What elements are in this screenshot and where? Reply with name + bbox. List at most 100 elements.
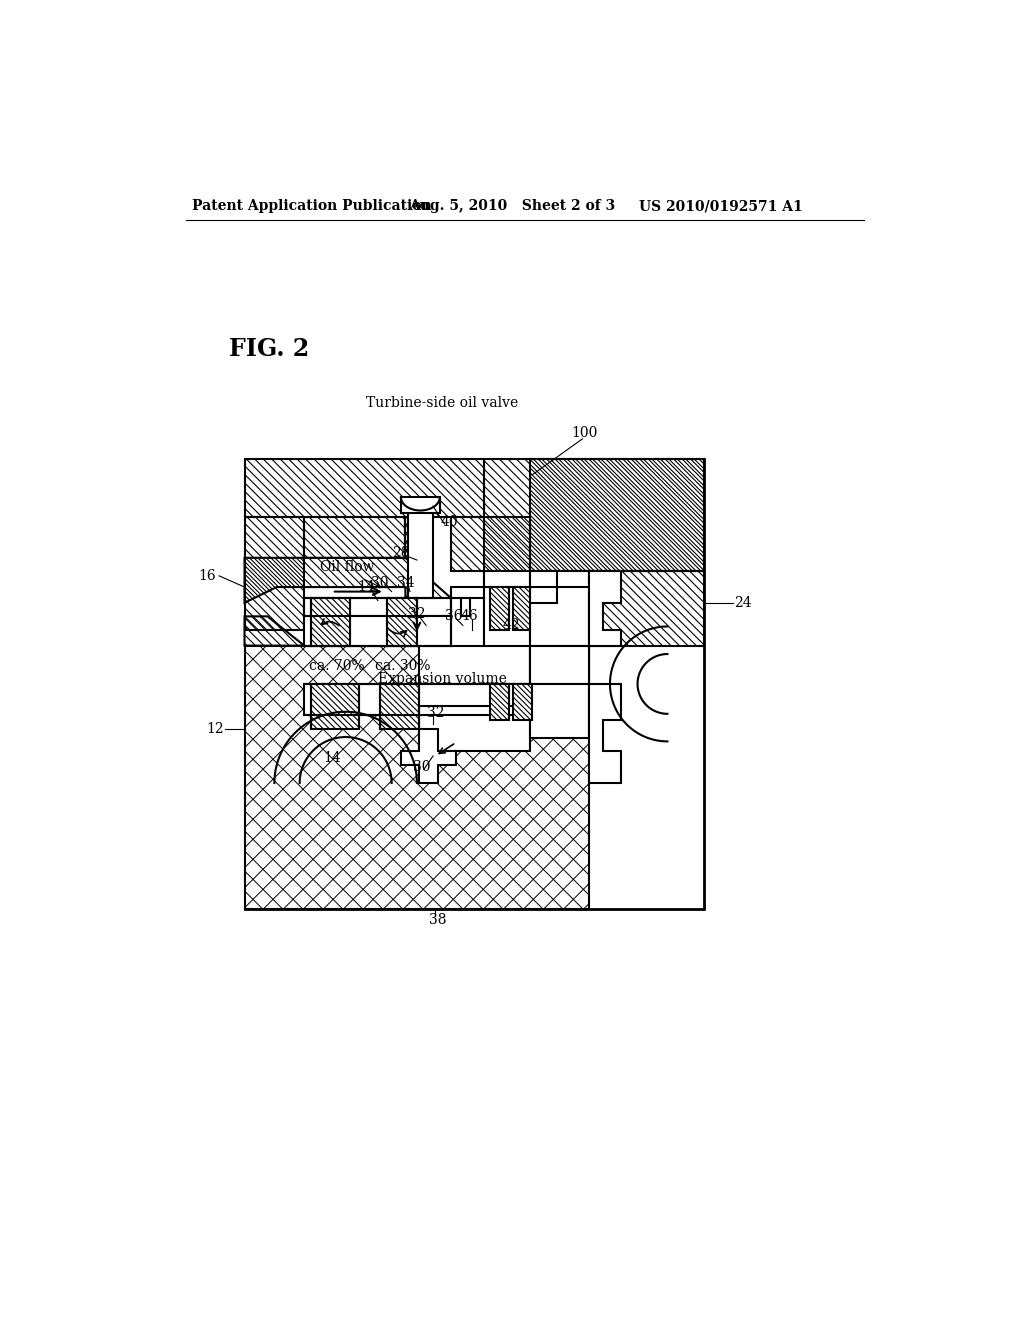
Text: ca. 70%: ca. 70% — [308, 659, 365, 673]
Polygon shape — [245, 517, 304, 630]
Polygon shape — [513, 587, 529, 630]
Polygon shape — [245, 558, 452, 603]
Polygon shape — [483, 459, 705, 572]
Polygon shape — [245, 459, 483, 558]
Polygon shape — [245, 459, 483, 558]
Text: 24: 24 — [734, 595, 752, 610]
Polygon shape — [245, 517, 304, 630]
Polygon shape — [311, 684, 359, 729]
Polygon shape — [387, 598, 417, 645]
Polygon shape — [245, 459, 483, 558]
Polygon shape — [245, 558, 452, 603]
Polygon shape — [452, 517, 529, 587]
Polygon shape — [245, 517, 304, 630]
Polygon shape — [529, 459, 705, 572]
Polygon shape — [452, 517, 529, 587]
Polygon shape — [245, 459, 483, 558]
Polygon shape — [304, 517, 406, 558]
Polygon shape — [513, 684, 531, 719]
Polygon shape — [245, 558, 452, 603]
Polygon shape — [245, 517, 304, 630]
Polygon shape — [245, 459, 483, 558]
Text: 14: 14 — [357, 579, 375, 594]
Polygon shape — [380, 684, 419, 729]
Polygon shape — [245, 645, 589, 909]
Polygon shape — [387, 598, 417, 645]
Polygon shape — [490, 684, 509, 719]
Polygon shape — [483, 459, 705, 572]
Polygon shape — [529, 459, 705, 572]
Polygon shape — [406, 517, 419, 558]
Polygon shape — [490, 587, 509, 630]
Text: Aug. 5, 2010   Sheet 2 of 3: Aug. 5, 2010 Sheet 2 of 3 — [410, 199, 615, 213]
Polygon shape — [245, 558, 452, 603]
Polygon shape — [483, 459, 705, 572]
Polygon shape — [245, 517, 304, 630]
Polygon shape — [245, 645, 589, 909]
Polygon shape — [529, 459, 705, 572]
Polygon shape — [245, 645, 589, 909]
Polygon shape — [245, 517, 304, 630]
Polygon shape — [529, 459, 705, 572]
Polygon shape — [311, 684, 359, 729]
Polygon shape — [245, 645, 589, 909]
Polygon shape — [245, 459, 483, 558]
Polygon shape — [304, 517, 406, 558]
Polygon shape — [304, 517, 406, 558]
Polygon shape — [490, 587, 509, 630]
Polygon shape — [483, 459, 705, 572]
Polygon shape — [245, 517, 304, 630]
Polygon shape — [529, 645, 589, 684]
Polygon shape — [245, 645, 589, 909]
Polygon shape — [529, 459, 705, 572]
Polygon shape — [380, 684, 419, 729]
Polygon shape — [483, 459, 705, 572]
Polygon shape — [245, 558, 452, 603]
Polygon shape — [245, 645, 589, 909]
Polygon shape — [245, 558, 452, 603]
Polygon shape — [311, 598, 350, 645]
Polygon shape — [245, 459, 483, 558]
Polygon shape — [245, 558, 452, 603]
Polygon shape — [245, 558, 452, 603]
Polygon shape — [245, 645, 589, 909]
Polygon shape — [529, 459, 705, 572]
Polygon shape — [245, 616, 304, 645]
Polygon shape — [513, 587, 529, 630]
Polygon shape — [245, 645, 589, 909]
Polygon shape — [490, 684, 509, 719]
Polygon shape — [245, 558, 452, 603]
Polygon shape — [311, 598, 350, 645]
Polygon shape — [380, 684, 419, 729]
Polygon shape — [589, 572, 705, 645]
Polygon shape — [245, 616, 304, 645]
Polygon shape — [490, 587, 509, 630]
Polygon shape — [589, 572, 705, 645]
Polygon shape — [483, 459, 705, 572]
Polygon shape — [529, 645, 589, 684]
Polygon shape — [513, 587, 529, 630]
Polygon shape — [483, 459, 705, 572]
Polygon shape — [490, 587, 509, 630]
Polygon shape — [483, 459, 705, 572]
Polygon shape — [483, 459, 705, 572]
Text: 36: 36 — [445, 610, 463, 623]
Polygon shape — [245, 558, 452, 603]
Polygon shape — [245, 645, 589, 909]
Polygon shape — [245, 645, 589, 909]
Polygon shape — [513, 587, 529, 630]
Polygon shape — [452, 517, 529, 587]
Polygon shape — [304, 517, 406, 558]
Polygon shape — [245, 459, 483, 558]
Polygon shape — [245, 645, 589, 909]
Polygon shape — [529, 645, 589, 684]
Polygon shape — [245, 558, 452, 603]
Polygon shape — [529, 459, 705, 572]
Polygon shape — [387, 598, 417, 645]
Polygon shape — [513, 684, 531, 719]
Polygon shape — [245, 459, 483, 558]
Polygon shape — [245, 558, 452, 603]
Polygon shape — [245, 645, 589, 909]
Polygon shape — [483, 459, 705, 572]
Polygon shape — [245, 645, 589, 909]
